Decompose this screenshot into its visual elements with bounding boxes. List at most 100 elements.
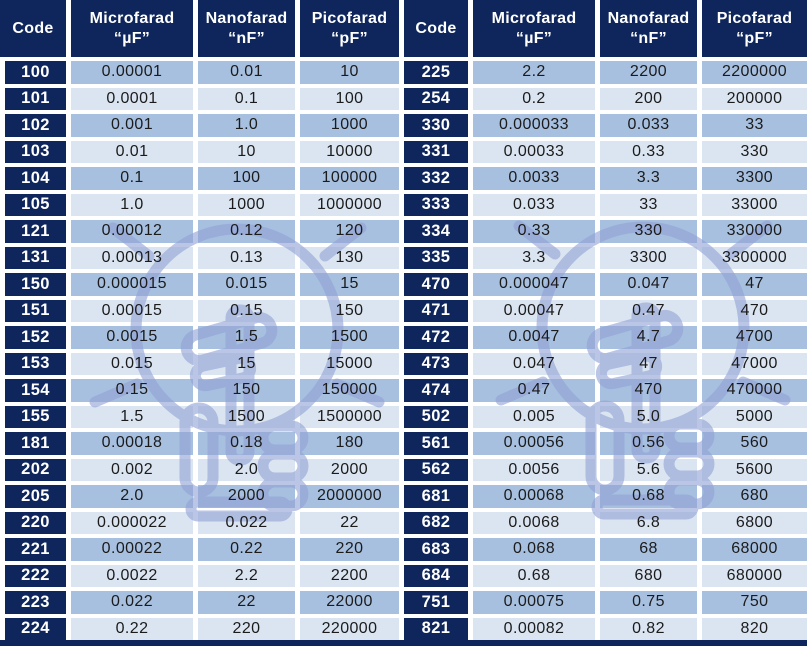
value-text: 0.033	[512, 195, 556, 213]
code-text: 154	[21, 380, 50, 399]
code-cell: 223	[0, 591, 66, 614]
value-cell: 220	[300, 538, 399, 561]
value-cell: 1.5	[198, 326, 295, 349]
value-text: 0.068	[512, 540, 556, 558]
code-text: 471	[421, 301, 451, 320]
code-text: 335	[421, 248, 451, 267]
value-cell: 0.22	[71, 617, 193, 640]
value-cell: 680	[600, 564, 697, 587]
column-header-unit: “pF”	[736, 29, 773, 47]
value-text: 0.047	[512, 354, 556, 372]
value-cell: 2000	[300, 458, 399, 481]
code-text: 224	[21, 619, 50, 638]
column-header-label: Code	[12, 19, 54, 37]
value-cell: 180	[300, 432, 399, 455]
value-text: 47000	[731, 354, 778, 372]
code-cell: 154	[0, 379, 66, 402]
value-text: 0.68	[517, 566, 551, 584]
value-text: 2200	[629, 63, 668, 81]
code-cell: 105	[0, 193, 66, 216]
value-cell: 2200	[600, 61, 697, 84]
column-header-unit: “nF”	[630, 29, 667, 47]
value-text: 4.7	[636, 328, 661, 346]
value-cell: 120	[300, 220, 399, 243]
value-text: 47	[745, 275, 764, 293]
value-cell: 5600	[702, 458, 807, 481]
value-text: 0.0068	[508, 513, 560, 531]
column-header-code-right: Code	[404, 0, 468, 57]
value-cell: 0.0056	[473, 458, 595, 481]
value-cell: 0.002	[71, 458, 193, 481]
value-cell: 100	[198, 167, 295, 190]
code-cell: 473	[404, 352, 468, 375]
value-text: 0.01	[230, 63, 263, 81]
code-text: 103	[21, 142, 50, 161]
value-cell: 0.47	[600, 299, 697, 322]
value-text: 4700	[735, 328, 774, 346]
column-header-label: Code	[415, 19, 457, 37]
value-text: 180	[335, 434, 364, 452]
code-cell: 101	[0, 87, 66, 110]
value-cell: 0.00013	[71, 246, 193, 269]
value-cell: 0.022	[198, 511, 295, 534]
value-cell: 680000	[702, 564, 807, 587]
value-text: 820	[740, 619, 769, 637]
value-text: 100	[232, 169, 261, 187]
value-text: 200	[634, 89, 663, 107]
column-header-unit: “µF”	[113, 29, 151, 47]
code-text: 131	[21, 248, 50, 267]
code-text: 150	[21, 274, 50, 293]
value-cell: 0.00068	[473, 485, 595, 508]
value-text: 2.0	[234, 460, 259, 478]
value-cell: 0.033	[600, 114, 697, 137]
value-text: 33	[745, 116, 764, 134]
code-cell: 502	[404, 405, 468, 428]
value-cell: 0.0022	[71, 564, 193, 587]
value-cell: 2000	[198, 485, 295, 508]
value-text: 0.1	[234, 89, 259, 107]
code-cell: 102	[0, 114, 66, 137]
value-text: 22	[237, 593, 256, 611]
value-cell: 0.47	[473, 379, 595, 402]
value-cell: 100	[300, 87, 399, 110]
code-text: 205	[21, 486, 50, 505]
value-text: 0.0047	[508, 328, 560, 346]
value-text: 68	[639, 540, 658, 558]
code-text: 101	[21, 89, 50, 108]
column-header-picofarad-left: Picofarad “pF”	[300, 0, 399, 57]
value-cell: 0.033	[473, 193, 595, 216]
value-text: 0.00068	[503, 487, 565, 505]
code-cell: 153	[0, 352, 66, 375]
code-cell: 220	[0, 511, 66, 534]
value-text: 1500	[227, 407, 266, 425]
value-text: 5000	[735, 407, 774, 425]
value-cell: 2.0	[71, 485, 193, 508]
value-cell: 0.1	[71, 167, 193, 190]
value-text: 1000000	[316, 195, 383, 213]
code-text: 473	[421, 354, 451, 373]
value-cell: 22000	[300, 591, 399, 614]
value-text: 0.00012	[101, 222, 163, 240]
value-cell: 200	[600, 87, 697, 110]
code-text: 470	[421, 274, 451, 293]
value-cell: 22	[300, 511, 399, 534]
value-cell: 3300	[702, 167, 807, 190]
value-text: 0.00001	[101, 63, 163, 81]
value-cell: 1500	[198, 405, 295, 428]
code-cell: 181	[0, 432, 66, 455]
value-text: 120	[335, 222, 364, 240]
value-text: 330	[634, 222, 663, 240]
value-cell: 33000	[702, 193, 807, 216]
value-text: 1500	[330, 328, 369, 346]
code-cell: 221	[0, 538, 66, 561]
column-header-label: Picofarad	[311, 9, 388, 27]
value-cell: 470	[702, 299, 807, 322]
column-header-label: Picofarad	[716, 9, 793, 27]
value-cell: 330	[702, 140, 807, 163]
code-text: 155	[21, 407, 50, 426]
column-header-unit: “µF”	[515, 29, 553, 47]
value-text: 2.2	[522, 63, 546, 81]
value-cell: 0.82	[600, 617, 697, 640]
value-text: 0.22	[115, 619, 149, 637]
